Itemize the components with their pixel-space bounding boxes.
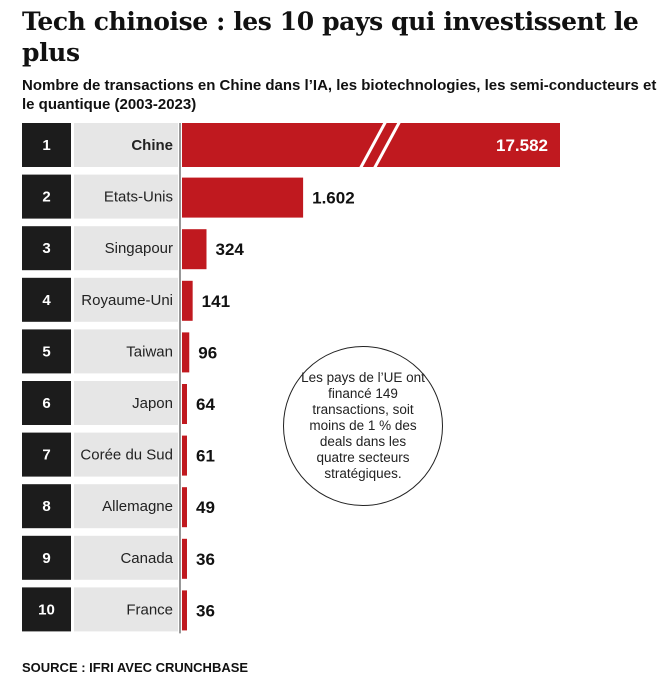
rank-number: 5 [42, 343, 50, 360]
axis-break-mark [372, 120, 402, 170]
value-label: 61 [196, 447, 215, 466]
country-label-box [74, 123, 178, 167]
bar [182, 435, 187, 476]
country-label: Taiwan [126, 343, 173, 360]
rank-box [22, 226, 71, 271]
rank-box [22, 535, 71, 580]
country-label-box [74, 587, 178, 632]
country-label: Japon [132, 395, 173, 412]
country-label-box [74, 174, 178, 219]
bar [182, 280, 193, 321]
rank-box [22, 381, 71, 425]
country-label: Etats-Unis [104, 189, 173, 206]
rank-number: 8 [42, 498, 50, 515]
value-label: 1.602 [312, 189, 355, 208]
country-label-box [74, 432, 178, 477]
country-label-box [74, 277, 178, 322]
country-label: Allemagne [102, 498, 173, 515]
bar [182, 538, 187, 579]
rank-number: 3 [42, 240, 50, 257]
country-label: Royaume-Uni [81, 292, 173, 309]
rank-number: 7 [42, 447, 50, 464]
bar [182, 332, 190, 373]
country-label-box [74, 226, 178, 271]
rank-box [22, 329, 71, 374]
country-label: France [126, 601, 173, 618]
rank-number: 2 [42, 189, 50, 206]
value-label: 96 [198, 343, 217, 362]
rank-box [22, 484, 71, 529]
rank-number: 10 [38, 601, 55, 618]
chart-title: Tech chinoise : les 10 pays qui investis… [22, 7, 639, 67]
rank-box [22, 277, 71, 322]
country-label: Canada [120, 550, 173, 567]
country-label-box [74, 329, 178, 374]
rank-box [22, 432, 71, 477]
rank-box [22, 174, 71, 219]
bar [182, 177, 304, 218]
country-label-box [74, 535, 178, 580]
rank-box [22, 587, 71, 632]
bar [182, 590, 187, 631]
value-label: 49 [196, 498, 215, 517]
value-label: 324 [215, 240, 244, 259]
bar [182, 487, 187, 528]
eu-callout: Les pays de l’UE ont financé 149 transac… [283, 346, 443, 506]
rank-number: 9 [42, 550, 50, 567]
country-label-box [74, 484, 178, 529]
country-label: Corée du Sud [80, 447, 173, 464]
value-label: 141 [202, 292, 230, 311]
bar [182, 229, 207, 270]
country-label-box [74, 381, 178, 425]
value-label: 17.582 [496, 136, 548, 155]
axis-break-mark [358, 120, 388, 170]
rank-number: 6 [42, 395, 50, 412]
bar [182, 384, 187, 424]
value-label: 36 [196, 550, 215, 569]
bar [182, 123, 560, 167]
rank-box [22, 123, 71, 167]
source-note: SOURCE : IFRI AVEC CRUNCHBASE [22, 660, 249, 675]
chart-subtitle: Nombre de transactions en Chine dans l’I… [22, 77, 657, 113]
value-label: 64 [196, 395, 215, 414]
rank-number: 4 [42, 292, 51, 309]
country-label: Chine [131, 137, 173, 154]
value-label: 36 [196, 601, 215, 620]
eu-callout-text: Les pays de l’UE ont financé 149 transac… [301, 370, 425, 481]
country-label: Singapour [105, 240, 173, 257]
rank-number: 1 [42, 137, 50, 154]
